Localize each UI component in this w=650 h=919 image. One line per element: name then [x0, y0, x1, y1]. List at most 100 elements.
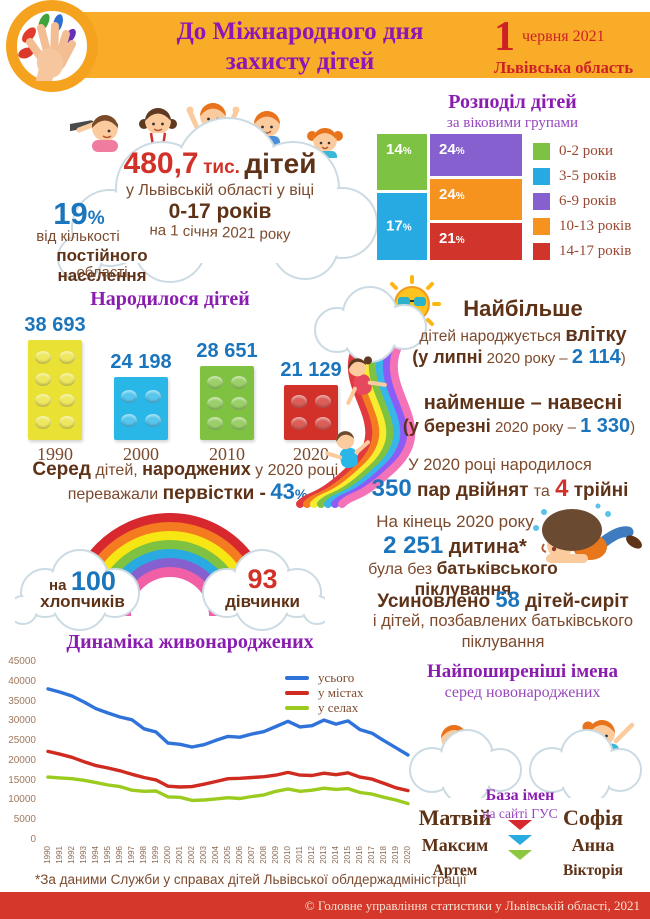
twins-line1: У 2020 році народилося — [408, 456, 592, 474]
age-segment-value: 14 — [386, 141, 403, 158]
boy-name-1: Матвій — [418, 805, 492, 830]
percent-sign: % — [402, 146, 412, 157]
x-tick-label: 1996 — [115, 846, 124, 864]
age-segment-value: 17 — [386, 217, 403, 235]
lego-stud-row — [28, 394, 82, 408]
age-chart-subtitle: за віковими групами — [446, 115, 579, 131]
age-segment-value: 24 — [439, 141, 456, 158]
lego-stud — [58, 372, 75, 386]
sliding-kid-girl — [346, 356, 387, 405]
care-line2: 2 251 дитина* — [325, 532, 585, 560]
line-series-у селах — [46, 775, 410, 806]
x-tick-label: 2011 — [295, 846, 304, 864]
x-tick-label: 2001 — [175, 846, 184, 864]
lego-stud — [121, 390, 138, 403]
lego-stud — [58, 350, 75, 364]
share-sub3: області — [76, 264, 128, 281]
legend-label: усього — [318, 669, 355, 685]
seg: (у березні — [402, 416, 491, 436]
seg: на — [49, 577, 67, 594]
seg: 2020 року – — [494, 419, 576, 436]
page-title-line2: захисту дітей — [225, 48, 375, 75]
age-segment-value: 21 — [439, 230, 456, 248]
x-tick-label: 2012 — [307, 846, 316, 864]
legend-label: у містах — [318, 684, 364, 700]
population-number: 480,7 — [123, 147, 199, 180]
population-children: дітей — [244, 148, 317, 179]
footnote: *За даними Служби у справах дітей Львівс… — [35, 872, 467, 887]
line-series-у містах — [46, 749, 410, 793]
lego-stud — [230, 375, 247, 389]
legend-label: 10-13 років — [559, 218, 632, 234]
seg: Усиновлено — [377, 591, 491, 612]
ratio-rainbow-illustration — [15, 513, 325, 631]
legend-label: 14-17 років — [559, 243, 632, 259]
lego-stud — [207, 396, 224, 410]
seg: ) — [620, 350, 626, 367]
age-segment-14-17: 21% — [430, 223, 522, 260]
percent-sign: % — [455, 190, 465, 202]
page-title: До Міжнародного дня захисту дітей — [120, 17, 480, 77]
boy-name-3: Артем — [432, 862, 478, 879]
seg: була без — [368, 561, 433, 578]
lego-stud — [230, 417, 247, 431]
lego-stud — [58, 394, 75, 408]
seg: ) — [630, 419, 636, 436]
bar-year-2010: 2010 — [209, 444, 245, 464]
x-tick-label: 2014 — [331, 846, 340, 864]
adoption-line2: і дітей, позбавлених батьківського — [372, 612, 634, 630]
x-tick-label: 2013 — [319, 846, 328, 864]
adoption-line3: піклування — [461, 633, 545, 651]
rainbow-slide-illustration — [296, 275, 441, 508]
y-tick-label: 30000 — [8, 715, 36, 727]
crying-boy-illustration — [533, 503, 642, 563]
x-tick-label: 2007 — [247, 846, 256, 864]
share-number: 19 — [53, 196, 88, 231]
painted-hand-icon — [18, 13, 76, 86]
x-tick-label: 1995 — [103, 846, 112, 864]
seg: та — [533, 483, 550, 500]
bar-value-2000: 24 198 — [110, 351, 172, 373]
lego-stud-row — [284, 395, 338, 409]
names-clouds-illustration — [409, 720, 642, 798]
triplets-count: 4 — [555, 475, 569, 502]
population-headline: 480,7 тис. дітей — [95, 147, 345, 181]
legend-item: 0-2 роки — [533, 139, 648, 164]
legend-label: 0-2 роки — [559, 143, 614, 159]
lego-stud-row — [200, 417, 254, 431]
date-block: 1 червня 2021 Львівська область — [494, 16, 644, 78]
girl-name-2: Анна — [571, 835, 615, 855]
lego-bar-2000 — [114, 377, 168, 440]
y-tick-label: 35000 — [8, 695, 36, 707]
percent-sign: % — [455, 235, 465, 247]
cloud-illustration — [57, 117, 378, 283]
rainbow-ribbon — [296, 330, 416, 508]
bar-value-2010: 28 651 — [196, 340, 258, 362]
seasons-least-title: найменше – навесні — [423, 392, 623, 414]
copyright-text: © Головне управління статистики у Львівс… — [304, 898, 640, 913]
x-tick-label: 1993 — [79, 846, 88, 864]
legend-dash — [285, 705, 309, 710]
lego-bar-2010 — [200, 366, 254, 440]
legend-label: у селах — [318, 699, 359, 715]
legend-swatch — [533, 168, 550, 185]
adoption-line1: Усиновлено 58 дітей-сиріт — [362, 587, 644, 613]
boy-name-2: Максим — [421, 835, 489, 855]
legend-item: 10-13 років — [533, 214, 648, 239]
seg: дітей-сиріт — [525, 591, 629, 612]
age-segment-0-2: 14% — [377, 134, 427, 190]
footer-bar: © Головне управління статистики у Львівс… — [0, 892, 650, 919]
legend-item: 14-17 років — [533, 239, 648, 264]
bar-value-2020: 21 129 — [280, 359, 342, 381]
x-tick-label: 2015 — [343, 846, 352, 864]
lego-stud-row — [200, 375, 254, 389]
x-tick-label: 2010 — [283, 846, 292, 864]
x-tick-label: 1991 — [55, 846, 64, 864]
bar-value-1990: 38 693 — [24, 314, 86, 336]
percent-sign: % — [402, 222, 412, 234]
x-tick-label: 1992 — [67, 846, 76, 864]
dynamics-legend: усього у містах у селах — [285, 670, 395, 715]
bar-year-1990: 1990 — [37, 444, 73, 464]
boys-number: 100 — [70, 566, 116, 596]
age-segment-value: 24 — [439, 185, 456, 203]
